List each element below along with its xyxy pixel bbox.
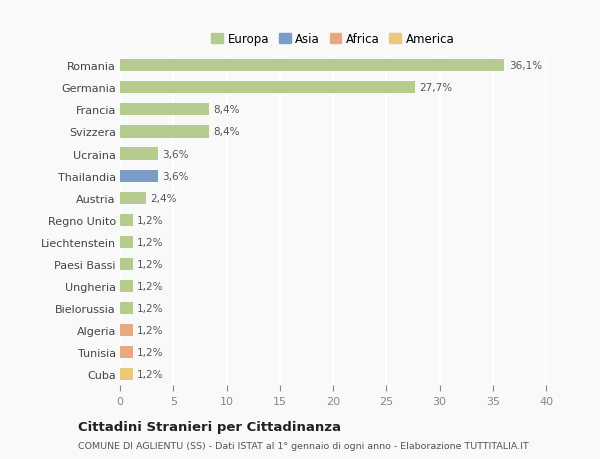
Text: COMUNE DI AGLIENTU (SS) - Dati ISTAT al 1° gennaio di ogni anno - Elaborazione T: COMUNE DI AGLIENTU (SS) - Dati ISTAT al … — [78, 441, 529, 450]
Text: 1,2%: 1,2% — [137, 237, 164, 247]
Bar — [120, 236, 133, 248]
Bar — [120, 302, 133, 314]
Text: Cittadini Stranieri per Cittadinanza: Cittadini Stranieri per Cittadinanza — [78, 420, 341, 433]
Bar — [120, 214, 133, 226]
Bar — [120, 325, 133, 336]
Bar — [120, 170, 158, 182]
Legend: Europa, Asia, Africa, America: Europa, Asia, Africa, America — [206, 28, 460, 50]
Text: 1,2%: 1,2% — [137, 347, 164, 358]
Text: 3,6%: 3,6% — [163, 149, 189, 159]
Text: 2,4%: 2,4% — [150, 193, 176, 203]
Text: 1,2%: 1,2% — [137, 215, 164, 225]
Bar — [120, 148, 158, 160]
Text: 27,7%: 27,7% — [419, 83, 452, 93]
Text: 1,2%: 1,2% — [137, 303, 164, 313]
Text: 1,2%: 1,2% — [137, 281, 164, 291]
Text: 3,6%: 3,6% — [163, 171, 189, 181]
Text: 8,4%: 8,4% — [214, 127, 240, 137]
Bar — [120, 192, 146, 204]
Bar — [120, 258, 133, 270]
Bar — [120, 60, 505, 72]
Text: 8,4%: 8,4% — [214, 105, 240, 115]
Bar — [120, 104, 209, 116]
Bar — [120, 280, 133, 292]
Bar — [120, 82, 415, 94]
Bar — [120, 126, 209, 138]
Text: 1,2%: 1,2% — [137, 369, 164, 380]
Text: 1,2%: 1,2% — [137, 259, 164, 269]
Bar — [120, 347, 133, 358]
Text: 36,1%: 36,1% — [509, 61, 542, 71]
Text: 1,2%: 1,2% — [137, 325, 164, 336]
Bar — [120, 369, 133, 381]
